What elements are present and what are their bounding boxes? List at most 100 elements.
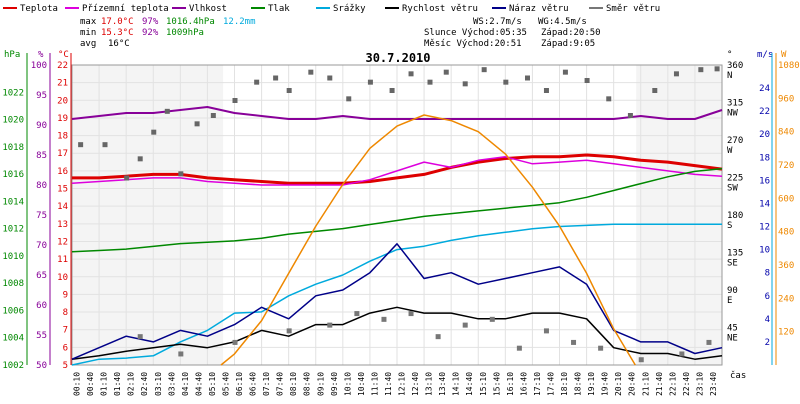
x-tick-label: 17:40 [546, 372, 555, 396]
wind-dir-compass-label: N [727, 71, 732, 81]
solar-tick-label: 600 [778, 194, 794, 204]
wind-dir-compass-label: NW [727, 109, 738, 119]
wind-dir-point [408, 71, 414, 77]
humidity-tick-label: 90 [36, 121, 47, 131]
solar-tick-label: 120 [778, 328, 794, 338]
pressure-tick-label: 1002 [2, 361, 24, 371]
temperature-tick-label: 22 [57, 61, 68, 71]
stats-max-hum: 97% [142, 17, 159, 27]
wind-gust-point [598, 345, 604, 351]
wind-gust-point [516, 345, 522, 351]
x-tick-label: 07:10 [262, 372, 271, 396]
x-tick-label: 03:10 [154, 372, 163, 396]
temperature-unit: °C [58, 50, 69, 60]
x-tick-label: 10:10 [343, 372, 352, 396]
chart-title: 30.7.2010 [365, 51, 430, 65]
wind-dir-point [481, 67, 487, 73]
wind-speed-unit: m/s [757, 50, 773, 60]
wind-dir-tick-label: 225 [727, 174, 743, 184]
wind-gust-point [638, 357, 644, 363]
wind-dir-point [327, 75, 333, 81]
pressure-tick-label: 1016 [2, 170, 24, 180]
x-tick-label: 20:40 [628, 372, 637, 396]
temperature-tick-label: 20 [57, 96, 68, 106]
legend-label: Náraz větru [509, 4, 569, 14]
x-tick-label: 12:10 [398, 372, 407, 396]
plot-area: 1002100410061008101010121014101610181020… [2, 53, 800, 396]
x-tick-label: 15:40 [492, 372, 501, 396]
wind-dir-point [137, 156, 143, 162]
wind-dir-point [178, 171, 184, 177]
x-tick-label: 16:40 [519, 372, 528, 396]
legend-label: Směr větru [606, 4, 660, 14]
x-tick-label: 00:40 [86, 372, 95, 396]
temperature-tick-label: 19 [57, 114, 68, 124]
temperature-tick-label: 21 [57, 79, 68, 89]
temperature-tick-label: 16 [57, 167, 68, 177]
wind-gust-point [178, 351, 184, 357]
wind-speed-tick-label: 24 [759, 84, 770, 94]
wind-dir-point [151, 129, 157, 135]
wind-speed-tick-label: 20 [759, 130, 770, 140]
temperature-tick-label: 7 [63, 326, 68, 336]
wind-speed-tick-label: 8 [765, 269, 770, 279]
wind-speed-tick-label: 12 [759, 223, 770, 233]
x-tick-label: 21:10 [641, 372, 650, 396]
x-tick-label: 22:10 [668, 372, 677, 396]
info-sun: Slunce Východ:05:35 [424, 28, 527, 38]
wind-dir-compass-label: W [727, 146, 733, 156]
temperature-tick-label: 14 [57, 202, 68, 212]
series-line-rychlost-v-tru [71, 306, 723, 360]
wind-dir-tick-label: 270 [727, 136, 743, 146]
wind-dir-point [308, 69, 314, 75]
x-tick-label: 20:10 [614, 372, 623, 396]
humidity-tick-label: 60 [36, 301, 47, 311]
humidity-tick-label: 80 [36, 181, 47, 191]
wind-gust-point [489, 316, 495, 322]
wind-dir-compass-label: E [727, 296, 732, 306]
series-line-slune-n-z-en- [220, 114, 636, 366]
solar-tick-label: 960 [778, 94, 794, 104]
wind-dir-point [584, 78, 590, 83]
x-tick-label: 08:10 [289, 372, 298, 396]
wind-gust-point [286, 328, 292, 334]
x-tick-label: 13:40 [438, 372, 447, 396]
solar-unit: W [781, 50, 787, 60]
pressure-tick-label: 1022 [2, 88, 24, 98]
wind-dir-point [102, 142, 108, 148]
wind-gust-point [408, 311, 414, 317]
wind-dir-point [389, 88, 395, 93]
pressure-tick-label: 1012 [2, 225, 24, 235]
x-tick-label: 11:10 [370, 372, 379, 396]
x-tick-label: 13:10 [425, 372, 434, 396]
series-line-n-raz-v-tru [71, 243, 723, 360]
legend-label: Přízemní teplota [82, 4, 169, 14]
x-tick-label: 01:10 [100, 372, 109, 396]
wind-dir-tick-label: 180 [727, 211, 743, 221]
humidity-tick-label: 55 [36, 331, 47, 341]
wind-dir-point [232, 98, 238, 103]
night-band [72, 65, 224, 365]
pressure-tick-label: 1004 [2, 334, 24, 344]
solar-tick-label: 1080 [778, 61, 800, 71]
wind-dir-point [627, 113, 633, 118]
wind-dir-point [164, 108, 170, 114]
wind-dir-point [78, 142, 84, 148]
temperature-tick-label: 15 [57, 185, 68, 195]
wind-dir-point [652, 88, 658, 93]
humidity-tick-label: 50 [36, 361, 47, 371]
x-tick-label: 15:10 [479, 372, 488, 396]
info-wg: WG:4.5m/s [538, 17, 587, 27]
wind-dir-point [543, 88, 549, 93]
temperature-tick-label: 17 [57, 149, 68, 159]
x-tick-label: 18:10 [560, 372, 569, 396]
pressure-unit: hPa [4, 50, 20, 60]
x-tick-label: 21:40 [655, 372, 664, 396]
series-line-vlhkost [71, 106, 723, 120]
wind-dir-unit: ° [727, 50, 732, 60]
x-tick-label: 14:10 [452, 372, 461, 396]
legend-label: Rychlost větru [402, 4, 478, 14]
wind-dir-tick-label: 45 [727, 324, 738, 334]
wind-dir-point [562, 69, 568, 75]
